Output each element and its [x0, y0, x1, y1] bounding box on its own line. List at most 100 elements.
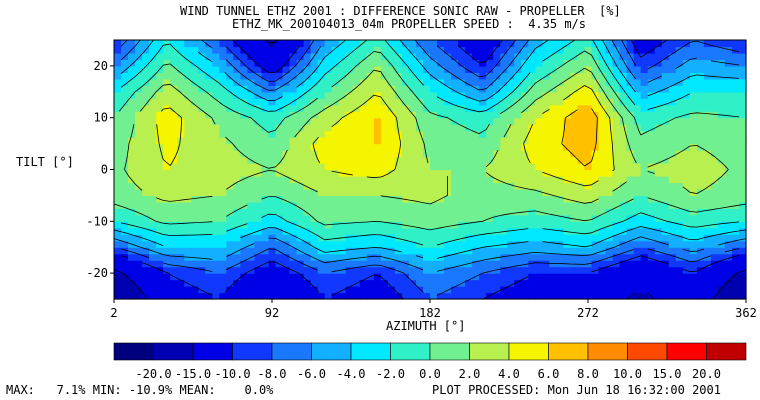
- heatmap-cell: [605, 240, 614, 248]
- heatmap-cell: [387, 279, 396, 287]
- heatmap-cell: [212, 59, 220, 67]
- heatmap-cell: [521, 156, 529, 164]
- heatmap-cell: [444, 169, 452, 177]
- heatmap-cell: [184, 208, 192, 216]
- heatmap-cell: [479, 163, 487, 171]
- heatmap-cell: [296, 156, 305, 164]
- heatmap-cell: [724, 78, 733, 86]
- heatmap-cell: [373, 72, 382, 80]
- heatmap-cell: [577, 143, 586, 151]
- heatmap-cell: [682, 273, 691, 281]
- heatmap-cell: [549, 111, 557, 119]
- heatmap-cell: [226, 188, 234, 196]
- heatmap-cell: [212, 208, 220, 216]
- heatmap-cell: [521, 182, 529, 190]
- heatmap-cell: [331, 78, 340, 86]
- heatmap-cell: [296, 221, 305, 229]
- heatmap-cell: [598, 279, 607, 287]
- heatmap-cell: [240, 214, 249, 222]
- heatmap-cell: [465, 72, 473, 80]
- heatmap-cell: [605, 117, 614, 125]
- heatmap-cell: [156, 273, 164, 281]
- heatmap-cell: [591, 117, 600, 125]
- heatmap-cell: [401, 240, 410, 248]
- heatmap-cell: [514, 169, 522, 177]
- heatmap-cell: [591, 182, 600, 190]
- heatmap-cell: [696, 240, 705, 248]
- heatmap-cell: [654, 201, 663, 209]
- heatmap-cell: [296, 72, 305, 80]
- heatmap-cell: [282, 292, 291, 300]
- heatmap-cell: [710, 46, 719, 54]
- heatmap-cell: [254, 85, 263, 93]
- heatmap-cell: [324, 240, 333, 248]
- heatmap-cell: [514, 247, 522, 255]
- heatmap-cell: [703, 234, 712, 242]
- heatmap-cell: [577, 201, 586, 209]
- heatmap-cell: [570, 227, 579, 235]
- heatmap-cell: [549, 221, 557, 229]
- heatmap-cell: [289, 201, 298, 209]
- heatmap-cell: [177, 150, 185, 158]
- heatmap-cell: [373, 65, 382, 73]
- heatmap-cell: [240, 182, 249, 190]
- heatmap-cell: [444, 52, 452, 61]
- heatmap-cell: [570, 59, 579, 67]
- heatmap-cell: [612, 169, 621, 177]
- heatmap-cell: [345, 169, 354, 177]
- heatmap-cell: [570, 163, 579, 171]
- heatmap-cell: [535, 240, 543, 248]
- heatmap-cell: [654, 137, 663, 145]
- heatmap-cell: [198, 195, 206, 203]
- heatmap-cell: [135, 143, 143, 151]
- heatmap-cell: [444, 104, 452, 112]
- heatmap-cell: [731, 234, 740, 242]
- y-tick-label: -10: [86, 214, 108, 228]
- heatmap-cell: [612, 182, 621, 190]
- heatmap-cell: [563, 40, 572, 48]
- heatmap-cell: [535, 40, 543, 48]
- heatmap-cell: [240, 156, 249, 164]
- heatmap-cell: [570, 221, 579, 229]
- heatmap-cell: [170, 214, 178, 222]
- heatmap-cell: [703, 46, 712, 54]
- heatmap-cell: [521, 253, 529, 261]
- heatmap-cell: [647, 286, 656, 294]
- heatmap-cell: [359, 40, 368, 48]
- heatmap-cell: [675, 65, 684, 73]
- heatmap-cell: [514, 85, 522, 93]
- heatmap-cell: [598, 240, 607, 248]
- heatmap-cell: [724, 40, 733, 48]
- heatmap-cell: [591, 286, 600, 294]
- heatmap-cell: [500, 201, 508, 209]
- heatmap-cell: [654, 124, 663, 132]
- heatmap-cell: [233, 240, 241, 248]
- heatmap-cell: [710, 188, 719, 196]
- heatmap-cell: [184, 201, 192, 209]
- heatmap-cell: [626, 201, 635, 209]
- heatmap-cell: [598, 143, 607, 151]
- heatmap-cell: [479, 292, 487, 300]
- colorbar-label: -2.0: [376, 367, 405, 381]
- heatmap-cell: [205, 150, 213, 158]
- heatmap-cell: [289, 143, 298, 151]
- heatmap-cell: [570, 182, 579, 190]
- heatmap-cell: [205, 273, 213, 281]
- heatmap-cell: [191, 46, 199, 54]
- heatmap-cell: [500, 247, 508, 255]
- heatmap-cell: [605, 292, 614, 300]
- colorbar-label: -4.0: [337, 367, 366, 381]
- heatmap-cell: [444, 266, 452, 274]
- heatmap-cell: [731, 208, 740, 216]
- heatmap-cell: [738, 72, 747, 80]
- heatmap-cell: [703, 266, 712, 274]
- heatmap-cell: [408, 65, 417, 73]
- heatmap-cell: [296, 85, 305, 93]
- heatmap-cell: [465, 279, 473, 287]
- heatmap-cell: [598, 78, 607, 86]
- heatmap-cell: [338, 201, 347, 209]
- heatmap-cell: [500, 182, 508, 190]
- heatmap-cell: [661, 234, 670, 242]
- heatmap-cell: [731, 40, 740, 48]
- heatmap-cell: [577, 117, 586, 125]
